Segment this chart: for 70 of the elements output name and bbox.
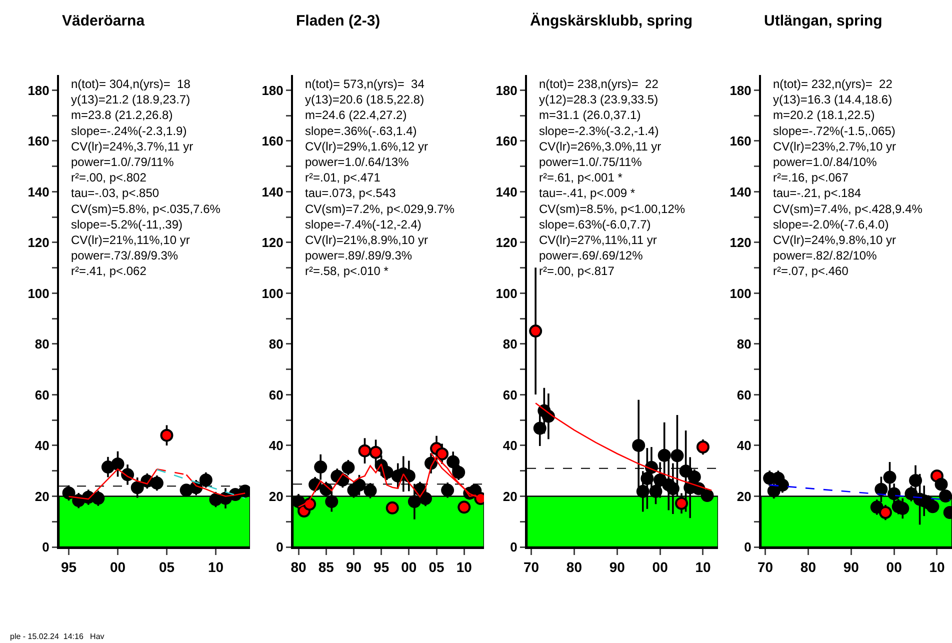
y-tick-label: 100: [262, 286, 284, 301]
y-tick-label: 80: [502, 336, 518, 352]
y-tick-label: 40: [502, 438, 518, 454]
y-tick-label: 0: [276, 540, 284, 555]
text: n(tot)= 232,n(yrs)= 22 y(13)=16.3 (14.4,18.6) m=20.2 (18.1,22.5) slope=-.72%(-1.5,.065) CV(lr)=23%,2.7%,10 yr power=1.0/.84/10% r²=.16, p<.067 tau=-.21, p<.184 CV(sm)=7.4%, p<.428,9.4% slope=-2.0%(-7.6,4.0) CV(lr)=24%,9.8%,10 yr power=.82/.82/10% r²=.07, p<.460: [773, 77, 922, 278]
x-tick-label: 00: [886, 558, 902, 575]
x-tick-label: 80: [290, 558, 307, 575]
y-tick-label: 140: [28, 184, 50, 200]
x-tick-label: 00: [110, 558, 126, 575]
x-tick-label: 70: [758, 558, 774, 575]
chart-title: Ängskärsklubb, spring: [530, 12, 693, 30]
y-tick-label: 0: [744, 540, 752, 555]
y-tick-label: 80: [736, 336, 752, 352]
chart-title: Fladen (2-3): [296, 12, 380, 30]
x-tick-label: 00: [652, 558, 668, 575]
y-tick-label: 100: [28, 286, 50, 301]
chart-title: Väderöarna: [62, 12, 146, 30]
y-tick-label: 40: [34, 438, 50, 454]
y-tick-label: 60: [268, 387, 284, 402]
y-tick-label: 80: [34, 336, 50, 352]
y-tick-label: 80: [268, 336, 284, 352]
y-tick-label: 60: [736, 387, 752, 402]
text: n(tot)= 573,n(yrs)= 34 y(13)=20.6 (18.5,22.8) m=24.6 (22.4,27.2) slope=.36%(-.63,1.4) CV(lr)=29%,1.6%,12 yr power=1.0/.64/13% r²=.01, p<.471 tau=.073, p<.543 CV(sm)=7.2%, p<.029,9.7% slope=-7.4%(-12,-2.4) CV(lr)=21%,8.9%,10 yr power=.89/.89/9.3% r²=.58, p<.010 *: [305, 77, 454, 278]
x-tick-label: 10: [695, 558, 711, 575]
y-tick-label: 0: [42, 540, 50, 555]
y-tick-label: 180: [28, 82, 50, 98]
x-tick-label: 80: [566, 558, 582, 575]
y-tick-label: 160: [262, 134, 284, 149]
y-tick-label: 100: [730, 286, 752, 301]
y-tick-label: 120: [730, 235, 752, 250]
y-tick-label: 120: [496, 235, 518, 250]
x-tick-label: 90: [346, 558, 362, 575]
text: ple - 15.02.24 14:16 Hav: [10, 632, 104, 641]
y-tick-label: 20: [736, 488, 752, 504]
y-tick-label: 140: [496, 184, 518, 200]
y-tick-label: 160: [496, 134, 518, 149]
text: n(tot)= 238,n(yrs)= 22 y(12)=28.3 (23.9,33.5) m=31.1 (26.0,37.1) slope=-2.3%(-3.2,-1.4) CV(lr)=26%,3.0%,11 yr power=1.0/.75/11% r²=.61, p<.001 * tau=-.41, p<.009 * CV(sm)=8.5%, p<1.00,12% slope=.63%(-6.0,7.7) CV(lr)=27%,11%,11 yr power=.69/.69/12% r²=.00, p<.817: [539, 77, 686, 278]
y-tick-label: 180: [730, 82, 752, 98]
y-tick-label: 20: [502, 488, 518, 504]
x-tick-label: 80: [800, 558, 816, 575]
x-tick-label: 05: [428, 558, 445, 575]
y-tick-label: 60: [34, 387, 50, 402]
y-tick-label: 140: [730, 184, 752, 200]
x-tick-label: 10: [456, 558, 472, 575]
x-tick-label: 90: [609, 558, 626, 575]
x-tick-label: 70: [524, 558, 540, 575]
y-tick-label: 160: [730, 134, 752, 149]
y-tick-label: 20: [268, 488, 284, 504]
text: n(tot)= 304,n(yrs)= 18 y(13)=21.2 (18.9,23.7) m=23.8 (21.2,26.8) slope=-.24%(-2.3,1.9) CV(lr)=24%,3.7%,11 yr power=1.0/.79/11% r²=.00, p<.802 tau=-.03, p<.850 CV(sm)=5.8%, p<.035,7.6% slope=-5.2%(-11,.39) CV(lr)=21%,11%,10 yr power=.73/.89/9.3% r²=.41, p<.062: [71, 77, 220, 278]
y-tick-label: 120: [262, 235, 284, 250]
x-tick-label: 95: [374, 558, 390, 575]
y-tick-label: 120: [28, 235, 50, 250]
x-tick-label: 05: [158, 558, 175, 575]
y-tick-label: 40: [736, 438, 752, 454]
x-tick-label: 95: [61, 558, 77, 575]
x-tick-label: 85: [318, 558, 334, 575]
y-tick-label: 180: [496, 82, 518, 98]
chart-title: Utlängan, spring: [764, 12, 882, 30]
y-tick-label: 160: [28, 134, 50, 149]
x-tick-label: 10: [208, 558, 224, 575]
x-tick-label: 90: [843, 558, 860, 575]
y-tick-label: 180: [262, 82, 284, 98]
y-tick-label: 60: [502, 387, 518, 402]
y-tick-label: 0: [510, 540, 518, 555]
y-tick-label: 100: [496, 286, 518, 301]
y-tick-label: 20: [34, 488, 50, 504]
x-tick-label: 00: [401, 558, 417, 575]
x-tick-label: 10: [929, 558, 945, 575]
y-tick-label: 40: [268, 438, 284, 454]
y-tick-label: 140: [262, 184, 284, 200]
